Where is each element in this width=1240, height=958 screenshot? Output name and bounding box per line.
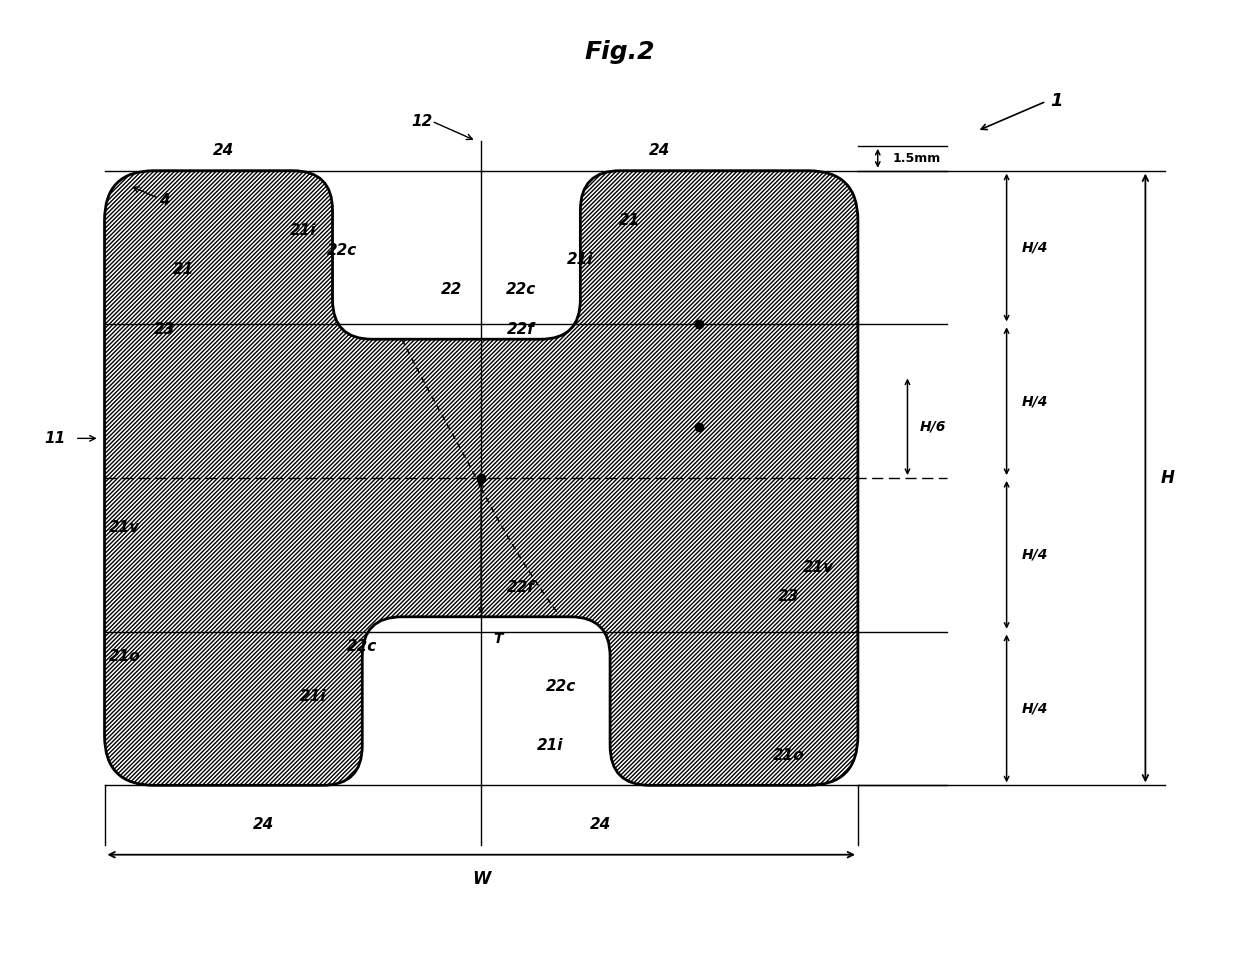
Text: 22c: 22c [347, 639, 377, 654]
Text: 22: 22 [441, 283, 463, 297]
Text: 21i: 21i [567, 252, 594, 267]
Text: H/4: H/4 [1022, 394, 1048, 408]
Text: 24: 24 [649, 144, 671, 158]
Text: 11: 11 [45, 431, 66, 445]
Text: H: H [1161, 469, 1174, 487]
Text: 21: 21 [619, 213, 641, 228]
Text: 22f: 22f [507, 580, 534, 595]
Text: 24: 24 [589, 817, 611, 833]
PathPatch shape [104, 171, 858, 786]
Text: 21: 21 [174, 262, 195, 277]
Text: 22c: 22c [546, 678, 575, 694]
Text: 21i: 21i [537, 739, 564, 753]
Text: 4: 4 [159, 193, 170, 208]
Text: 21i: 21i [299, 689, 326, 703]
Text: 24: 24 [253, 817, 274, 833]
Text: T: T [494, 631, 502, 646]
Text: 21i: 21i [289, 222, 316, 238]
Text: 22f: 22f [507, 322, 534, 337]
Text: 23: 23 [154, 322, 175, 337]
Text: W: W [472, 870, 490, 887]
Text: 21v: 21v [109, 520, 140, 536]
Text: H/6: H/6 [919, 420, 946, 434]
Text: 1: 1 [1050, 92, 1063, 110]
Text: 1.5mm: 1.5mm [893, 151, 941, 165]
Text: 22c: 22c [506, 283, 536, 297]
Text: H/4: H/4 [1022, 240, 1048, 255]
Text: 21o: 21o [108, 649, 140, 664]
Text: Fig.2: Fig.2 [585, 39, 655, 64]
Text: 21o: 21o [773, 748, 805, 764]
Text: 23: 23 [777, 589, 799, 604]
Text: 24: 24 [213, 144, 234, 158]
Text: H/4: H/4 [1022, 548, 1048, 561]
Text: 12: 12 [412, 114, 433, 128]
Text: 22c: 22c [327, 242, 357, 258]
Text: 21v: 21v [802, 559, 833, 575]
Text: H/4: H/4 [1022, 701, 1048, 716]
